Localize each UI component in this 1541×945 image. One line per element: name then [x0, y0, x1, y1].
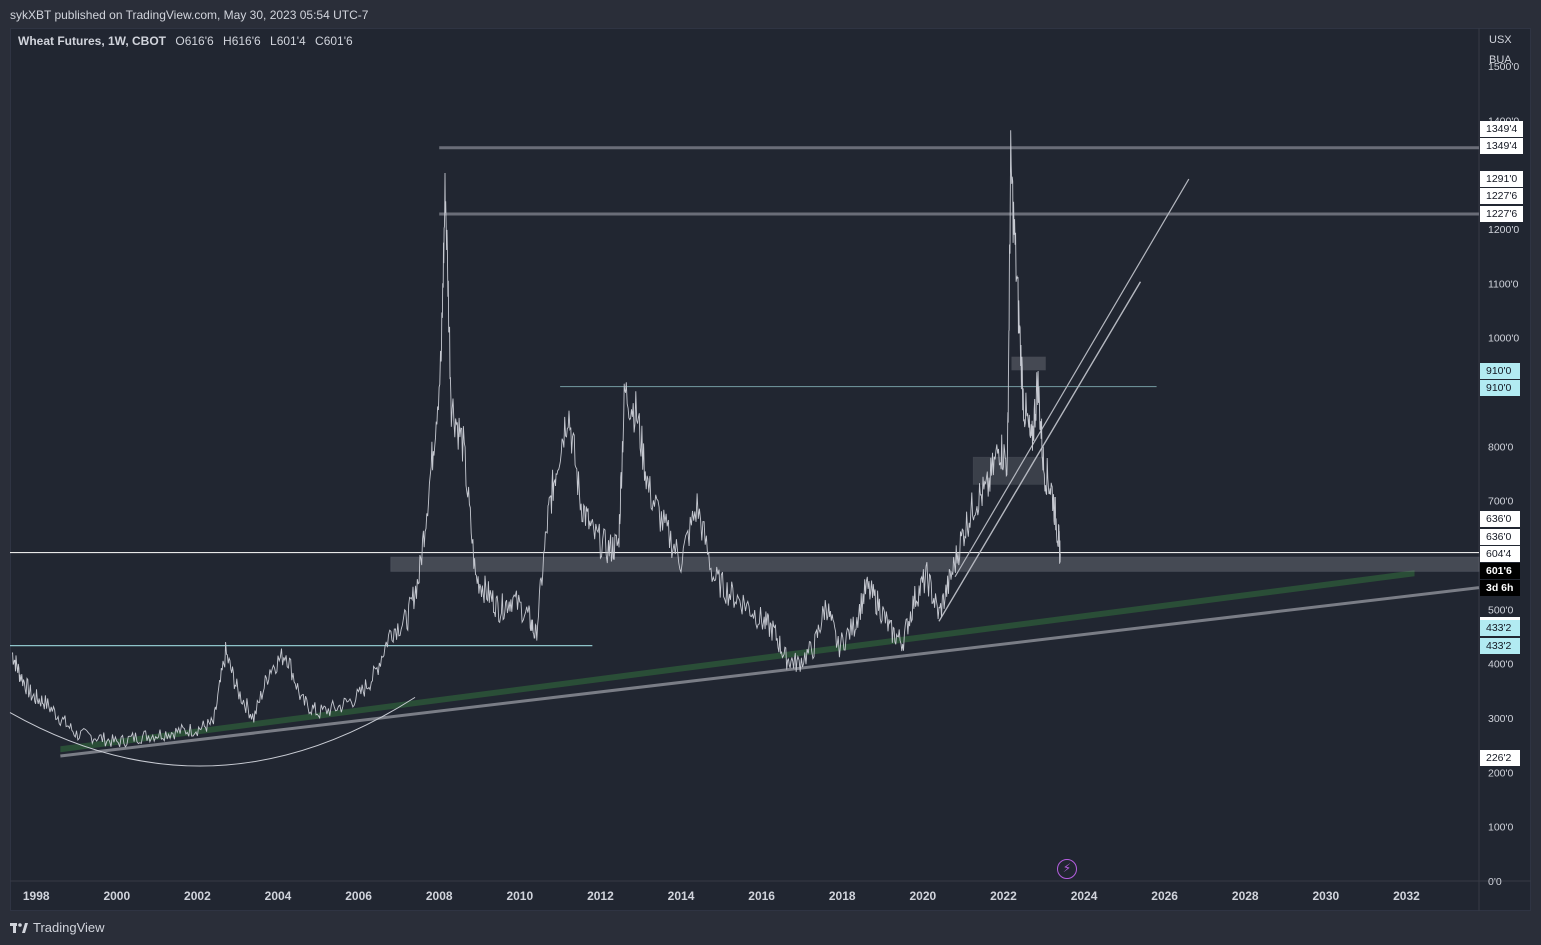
- price-tag-5: 910'0: [1480, 362, 1520, 379]
- currency-unit-2[interactable]: BUA: [1489, 54, 1512, 66]
- x-tick-label-8: 2014: [668, 889, 695, 903]
- top-bar: sykXBT published on TradingView.com, May…: [0, 0, 1541, 28]
- x-tick-label-0: 1998: [23, 889, 50, 903]
- high-value: H616'6: [223, 34, 261, 48]
- x-tick-label-17: 2032: [1393, 889, 1420, 903]
- price-tag-4: 1227'6: [1480, 205, 1524, 222]
- x-tick-label-14: 2026: [1151, 889, 1178, 903]
- support-zone-0: [390, 556, 1480, 572]
- chart-frame[interactable]: [10, 28, 1531, 911]
- x-tick-label-6: 2010: [506, 889, 533, 903]
- symbol-title: Wheat Futures, 1W, CBOT: [18, 34, 167, 48]
- price-tag-13: 433'2: [1480, 620, 1520, 637]
- price-tag-10: 601'6: [1480, 562, 1520, 579]
- y-tick-label-1: 100'0: [1488, 822, 1514, 834]
- x-tick-label-16: 2030: [1313, 889, 1340, 903]
- chart-legend[interactable]: Wheat Futures, 1W, CBOT O616'6 H616'6 L6…: [18, 34, 359, 48]
- ohlc-values: O616'6 H616'6 L601'4 C601'6: [175, 34, 358, 48]
- trendline-2: [954, 178, 1190, 578]
- price-tag-0: 1349'4: [1480, 121, 1524, 138]
- x-tick-label-4: 2006: [345, 889, 372, 903]
- y-tick-label-10: 1000'0: [1488, 333, 1519, 345]
- rounding-bottom-arc: [9, 696, 416, 767]
- y-tick-label-2: 200'0: [1488, 767, 1514, 779]
- brand-name: TradingView: [33, 920, 105, 935]
- x-tick-label-11: 2020: [909, 889, 936, 903]
- x-tick-label-7: 2012: [587, 889, 614, 903]
- tradingview-logo-icon: [10, 922, 28, 934]
- brand[interactable]: TradingView: [10, 920, 105, 935]
- x-tick-label-9: 2016: [748, 889, 775, 903]
- price-tag-2: 1291'0: [1480, 170, 1524, 187]
- y-tick-label-12: 1200'0: [1488, 224, 1519, 236]
- y-tick-label-4: 400'0: [1488, 659, 1514, 671]
- x-tick-label-2: 2002: [184, 889, 211, 903]
- x-tick-label-10: 2018: [829, 889, 856, 903]
- y-tick-label-7: 700'0: [1488, 496, 1514, 508]
- x-tick-label-5: 2008: [426, 889, 453, 903]
- low-value: L601'4: [270, 34, 306, 48]
- price-tag-14: 433'2: [1480, 637, 1520, 654]
- x-tick-label-12: 2022: [990, 889, 1017, 903]
- publish-info: sykXBT published on TradingView.com, May…: [10, 8, 369, 22]
- y-tick-label-3: 300'0: [1488, 713, 1514, 725]
- bottom-bar: [0, 911, 1541, 945]
- y-tick-label-5: 500'0: [1488, 604, 1514, 616]
- price-tag-8: 636'0: [1480, 528, 1520, 545]
- x-tick-label-3: 2004: [265, 889, 292, 903]
- y-tick-label-11: 1100'0: [1488, 278, 1519, 290]
- range-box-top: [1011, 356, 1046, 371]
- x-tick-label-1: 2000: [103, 889, 130, 903]
- price-tag-6: 910'0: [1480, 380, 1520, 397]
- close-value: C601'6: [315, 34, 353, 48]
- currency-unit-1[interactable]: USX: [1489, 34, 1512, 46]
- price-tag-3: 1227'6: [1480, 188, 1524, 205]
- open-value: O616'6: [175, 34, 214, 48]
- y-tick-label-0: 0'0: [1488, 876, 1502, 888]
- trendline-1: [938, 281, 1142, 622]
- price-tag-1: 1349'4: [1480, 138, 1524, 155]
- range-box-mid: [972, 456, 1045, 485]
- price-tag-11: 3d 6h: [1480, 579, 1520, 596]
- x-tick-label-13: 2024: [1071, 889, 1098, 903]
- x-tick-label-15: 2028: [1232, 889, 1259, 903]
- price-tag-7: 636'0: [1480, 511, 1520, 528]
- lightning-icon[interactable]: ⚡: [1057, 859, 1077, 879]
- price-tag-15: 226'2: [1480, 750, 1520, 767]
- trendline-0: [60, 586, 1480, 758]
- y-tick-label-8: 800'0: [1488, 441, 1514, 453]
- price-series-0: [12, 130, 1061, 748]
- y-tick-label-15: 1500'0: [1488, 61, 1519, 73]
- price-tag-9: 604'4: [1480, 545, 1520, 562]
